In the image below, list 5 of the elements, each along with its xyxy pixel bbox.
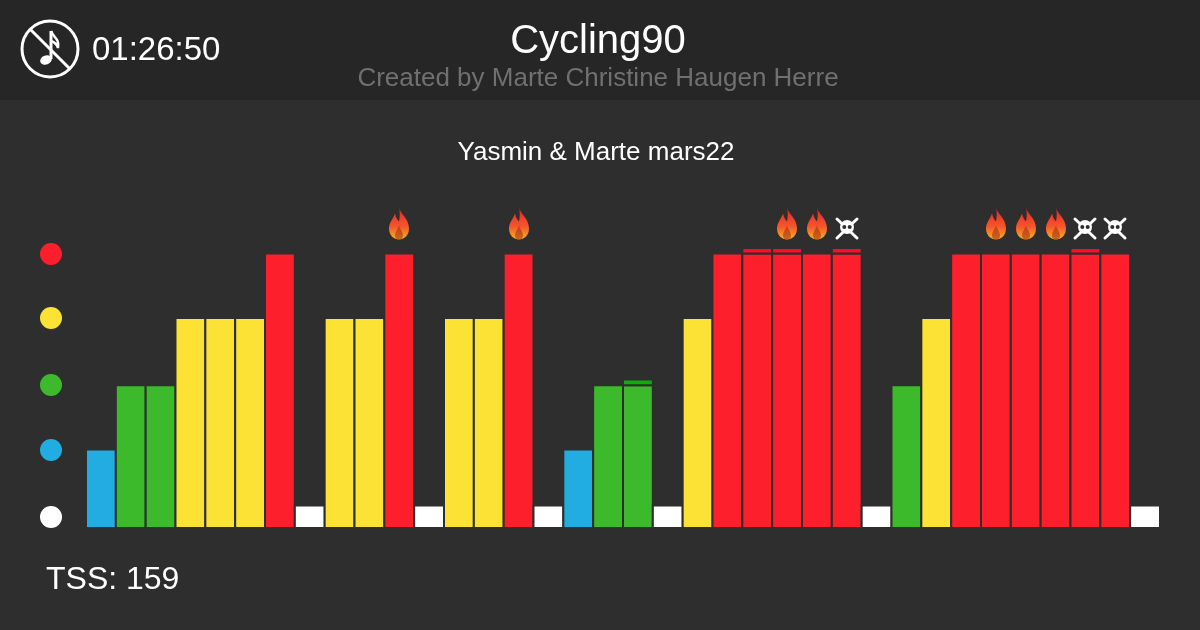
text: Yasmin & Marte mars22 [457, 136, 735, 166]
chart-subtitle: Created by Marte Christine Haugen Herre [357, 62, 839, 92]
text: TSS: 159 [46, 560, 180, 596]
text: 01:26:50 [92, 30, 221, 67]
chart-title: Cycling90 [510, 17, 686, 61]
